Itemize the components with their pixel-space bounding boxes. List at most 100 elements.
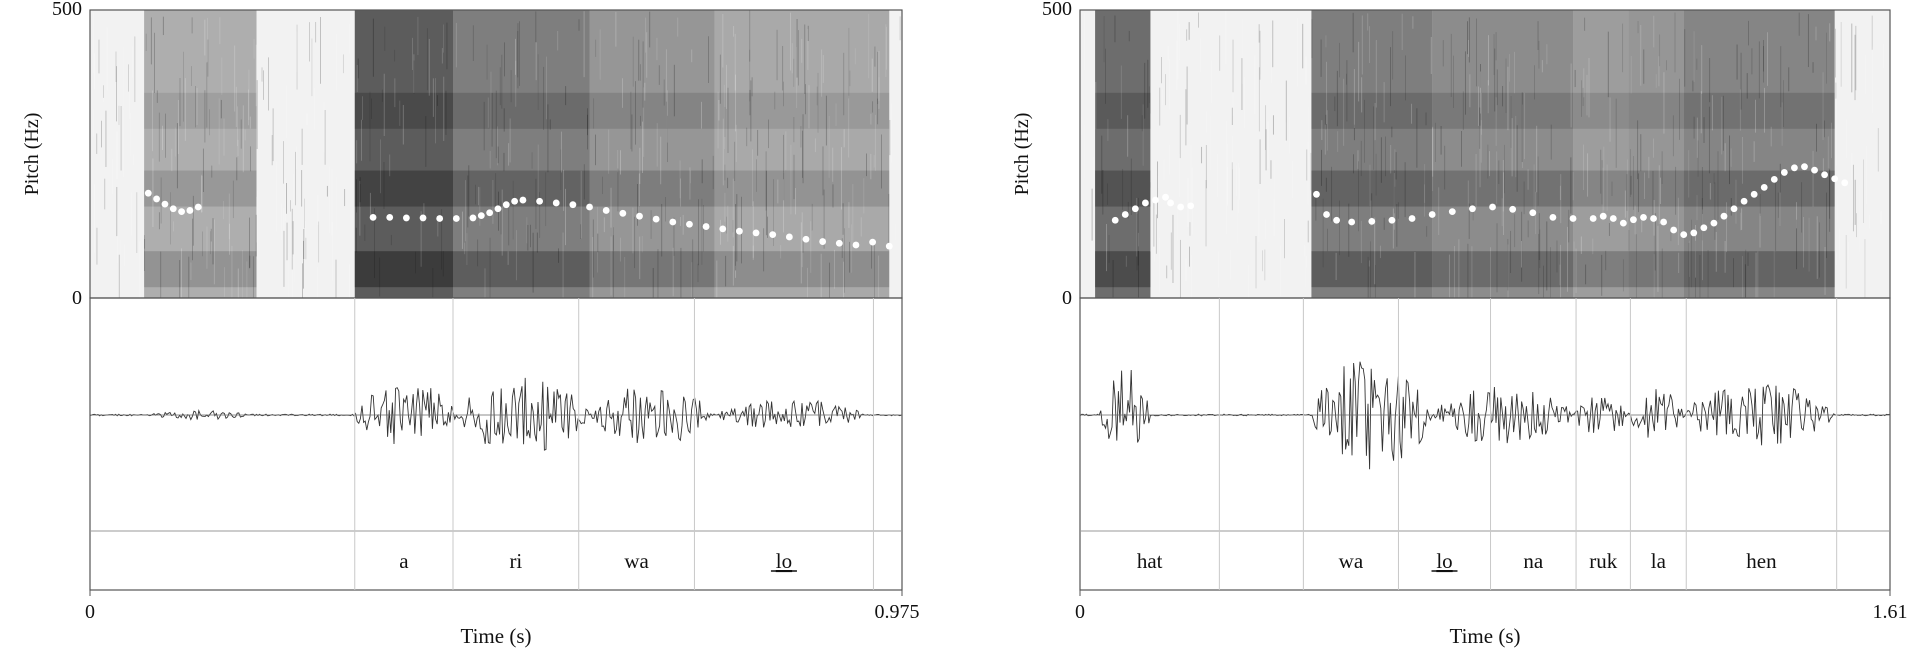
left-chart: 500 0 Pitch (Hz) a ri wa lo 0 0.9753 Time (s) xyxy=(21,0,930,648)
pitch-point xyxy=(1770,175,1778,183)
pitch-point xyxy=(1388,216,1396,224)
pitch-point xyxy=(153,195,161,203)
syllable-label: ri xyxy=(509,549,522,573)
pitch-point xyxy=(477,212,485,220)
y-axis-label: Pitch (Hz) xyxy=(21,113,43,196)
spectrogram-formant-band xyxy=(1095,251,1151,288)
pitch-point xyxy=(161,200,169,208)
pitch-point xyxy=(1760,184,1768,191)
x-axis-label: Time (s) xyxy=(1450,624,1521,648)
pitch-point xyxy=(1323,211,1330,218)
pitch-point xyxy=(1650,215,1657,222)
pitch-point xyxy=(719,225,727,233)
pitch-point xyxy=(1680,231,1688,239)
x-axis-label: Time (s) xyxy=(461,624,532,648)
pitch-point xyxy=(1710,219,1718,227)
x-tick-end: 1.61 xyxy=(1873,601,1908,623)
pitch-point xyxy=(486,209,494,217)
pitch-point xyxy=(1700,224,1708,232)
pitch-point xyxy=(1619,219,1627,227)
pitch-track xyxy=(1111,163,1849,239)
x-tick-start: 0 xyxy=(1075,601,1085,623)
pitch-point xyxy=(1162,193,1169,201)
spectrogram-formant-band xyxy=(452,251,590,288)
pitch-point xyxy=(1121,211,1129,218)
spectrogram-formant-band xyxy=(1683,251,1835,288)
spectrogram-voiced-region xyxy=(354,10,453,298)
pitch-point xyxy=(752,229,760,237)
pitch-point xyxy=(1589,215,1597,222)
spectrogram-voiced-region xyxy=(144,10,257,298)
syllable-label: lo xyxy=(1436,549,1452,573)
syllable-tier: a ri wa lo xyxy=(354,298,874,590)
spectrogram-formant-band xyxy=(589,92,715,129)
pitch-point xyxy=(686,220,693,228)
syllable-label: a xyxy=(399,549,409,573)
spectrogram-voiced-region xyxy=(1432,10,1574,298)
pitch-point xyxy=(569,201,577,209)
pitch-point xyxy=(1368,217,1376,225)
spectrogram-voiced-region xyxy=(1095,10,1151,298)
pitch-point xyxy=(586,203,593,211)
spectrogram-formant-band xyxy=(714,170,890,207)
spectrogram xyxy=(1080,10,1890,298)
spectrogram-voiced-region xyxy=(1311,10,1433,298)
pitch-point xyxy=(1333,216,1340,224)
spectrogram-formant-band xyxy=(1095,92,1151,129)
pitch-point xyxy=(1780,169,1788,176)
spectrogram-formant-band xyxy=(354,170,453,207)
pitch-point xyxy=(1821,171,1828,179)
pitch-point xyxy=(1801,163,1808,171)
spectrogram-background xyxy=(1080,10,1890,298)
spectrogram-formant-band xyxy=(1683,170,1835,207)
pitch-point xyxy=(469,214,477,222)
pitch-point xyxy=(1152,196,1159,204)
spectrogram-formant-band xyxy=(1573,170,1629,207)
spectrogram-formant-band xyxy=(144,251,257,288)
waveform-trace xyxy=(1079,361,1890,470)
pitch-point xyxy=(702,223,710,230)
pitch-point xyxy=(436,215,444,222)
pitch-point xyxy=(1690,229,1698,237)
waveform-trace xyxy=(89,377,902,451)
syllable-label: hen xyxy=(1746,549,1777,573)
pitch-point xyxy=(736,227,743,235)
pitch-point xyxy=(502,201,510,209)
pitch-point xyxy=(1313,190,1320,198)
syllable-tier: hat wa lo na ruk la hen xyxy=(1137,298,1838,590)
spectrogram-formant-band xyxy=(1311,251,1433,288)
spectrogram-formant-band xyxy=(1311,92,1433,129)
pitch-point xyxy=(1428,211,1436,218)
pitch-point xyxy=(369,213,377,221)
pitch-point xyxy=(1529,209,1537,217)
pitch-point xyxy=(802,235,810,243)
spectrogram-formant-band xyxy=(1432,92,1574,129)
spectrogram-formant-band xyxy=(1628,92,1684,129)
x-tick-end: 0.9753 xyxy=(875,601,921,623)
pitch-point xyxy=(511,197,519,205)
pitch-point xyxy=(1791,164,1798,172)
pitch-point xyxy=(1640,213,1647,221)
pitch-point xyxy=(536,197,543,205)
pitch-point xyxy=(194,203,202,211)
pitch-point xyxy=(1811,166,1818,174)
pitch-point xyxy=(869,238,877,246)
pitch-point xyxy=(386,213,394,221)
left-praat-panel: 500 0 Pitch (Hz) a ri wa lo 0 0.9753 Time (s) xyxy=(0,0,930,649)
spectrogram-formant-band xyxy=(144,170,257,207)
pitch-point xyxy=(169,205,177,213)
waveform xyxy=(1079,361,1890,470)
pitch-point xyxy=(1841,179,1849,187)
y-axis-label: Pitch (Hz) xyxy=(1011,113,1033,196)
syllable-label: lo xyxy=(776,549,792,573)
pitch-point xyxy=(144,189,152,197)
pitch-point xyxy=(1142,199,1149,207)
pitch-point xyxy=(636,212,643,220)
spectrogram-formant-band xyxy=(452,92,590,129)
right-praat-panel: 500 0 Pitch (Hz) hat wa lo na ruk la hen 0 1.61 Time… xyxy=(985,0,1910,649)
spectrogram-voiced-region xyxy=(1683,10,1835,298)
pitch-point xyxy=(602,207,610,214)
spectrogram-voiced-region xyxy=(1573,10,1629,298)
syllable-label: hat xyxy=(1137,549,1163,573)
pitch-point xyxy=(1469,205,1476,213)
